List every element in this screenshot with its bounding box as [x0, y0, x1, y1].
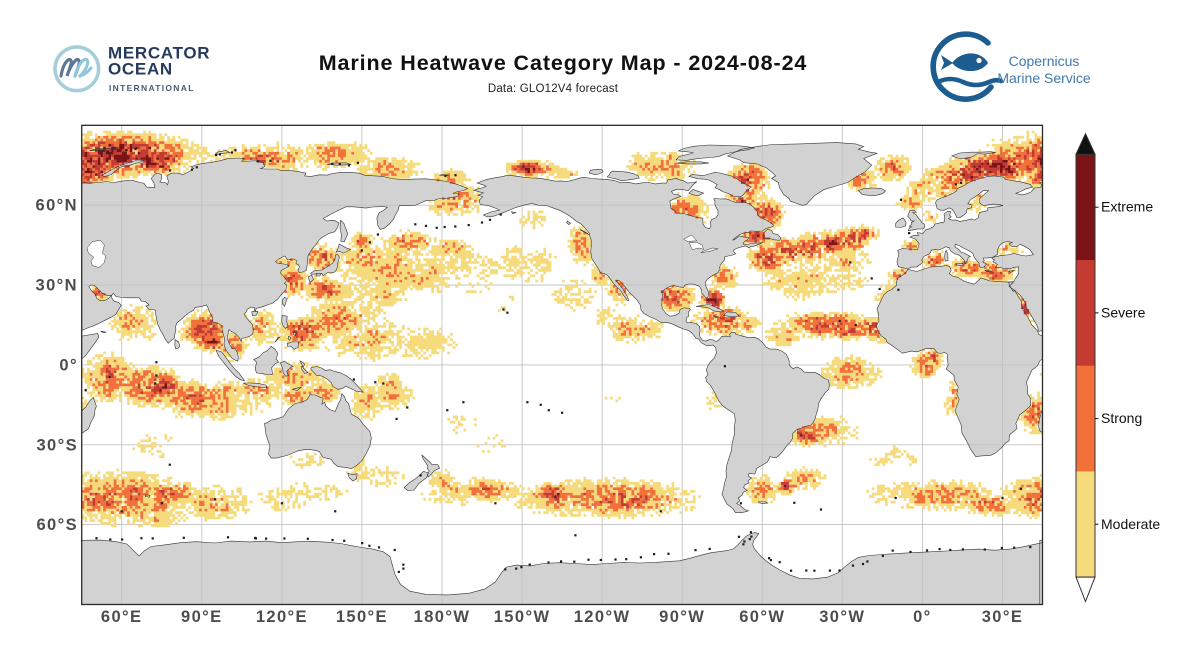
svg-text:Moderate: Moderate	[1101, 516, 1160, 532]
svg-text:30°W: 30°W	[819, 608, 865, 626]
svg-text:60°N: 60°N	[36, 197, 78, 215]
svg-text:Extreme: Extreme	[1101, 199, 1153, 215]
svg-text:150°E: 150°E	[336, 608, 388, 626]
svg-text:60°S: 60°S	[36, 516, 78, 534]
svg-text:Strong: Strong	[1101, 410, 1142, 426]
svg-text:30°N: 30°N	[36, 277, 78, 295]
svg-text:60°E: 60°E	[101, 608, 143, 626]
svg-text:90°E: 90°E	[181, 608, 223, 626]
svg-text:30°E: 30°E	[982, 608, 1024, 626]
svg-text:Marine Service: Marine Service	[997, 70, 1091, 86]
svg-text:Marine Heatwave Category Map -: Marine Heatwave Category Map - 2024-08-2…	[319, 51, 808, 75]
svg-text:60°W: 60°W	[739, 608, 785, 626]
svg-text:30°S: 30°S	[36, 436, 78, 454]
svg-text:OCEAN: OCEAN	[108, 59, 173, 78]
svg-text:0°: 0°	[59, 356, 78, 374]
svg-text:180°W: 180°W	[414, 608, 471, 626]
svg-text:Severe: Severe	[1101, 304, 1146, 320]
svg-text:Copernicus: Copernicus	[1009, 53, 1080, 69]
svg-text:Data: GLO12V4 forecast: Data: GLO12V4 forecast	[488, 83, 619, 95]
svg-text:150°W: 150°W	[494, 608, 551, 626]
svg-text:120°W: 120°W	[574, 608, 631, 626]
svg-text:MERCATOR: MERCATOR	[108, 44, 210, 63]
svg-text:0°: 0°	[913, 608, 932, 626]
svg-text:INTERNATIONAL: INTERNATIONAL	[109, 83, 195, 93]
svg-text:90°W: 90°W	[659, 608, 705, 626]
svg-text:120°E: 120°E	[256, 608, 308, 626]
